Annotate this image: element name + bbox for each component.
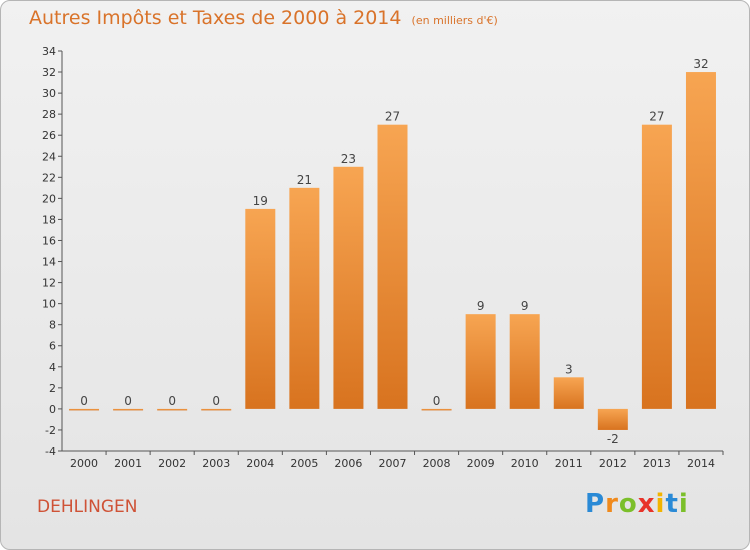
x-tick-label: 2008 xyxy=(423,457,451,470)
x-tick-label: 2006 xyxy=(334,457,362,470)
bar xyxy=(377,124,408,409)
logo-letter: o xyxy=(618,489,638,519)
logo-letter: P xyxy=(585,489,606,519)
x-tick-label: 2012 xyxy=(599,457,627,470)
bar xyxy=(641,124,672,409)
data-label: 0 xyxy=(168,394,176,408)
y-tick-label: 0 xyxy=(49,403,56,416)
chart-title-text: Autres Impôts et Taxes de 2000 à 2014 xyxy=(29,7,402,29)
logo-letter: r xyxy=(605,489,619,519)
data-label: 0 xyxy=(212,394,220,408)
x-tick-label: 2005 xyxy=(290,457,318,470)
data-label: 27 xyxy=(385,110,400,124)
data-label: -2 xyxy=(607,432,619,446)
x-tick-label: 2000 xyxy=(70,457,98,470)
bar xyxy=(201,408,232,411)
bar xyxy=(509,314,540,409)
logo-letter: t xyxy=(665,489,679,519)
y-tick-label: 20 xyxy=(42,192,56,205)
y-tick-label: 8 xyxy=(49,319,56,332)
logo-letter: x xyxy=(637,489,656,519)
y-tick-label: 22 xyxy=(42,171,56,184)
y-tick-label: 16 xyxy=(42,234,56,247)
y-tick-label: 28 xyxy=(42,108,56,121)
bar xyxy=(157,408,188,411)
logo-letter: i xyxy=(678,489,689,519)
data-label: 0 xyxy=(124,394,132,408)
bar xyxy=(113,408,144,411)
data-label: 9 xyxy=(521,299,529,313)
bar xyxy=(553,377,584,409)
bar xyxy=(685,72,716,409)
y-tick-label: 32 xyxy=(42,66,56,79)
y-tick-label: 30 xyxy=(42,87,56,100)
x-tick-label: 2013 xyxy=(643,457,671,470)
bar xyxy=(289,187,320,409)
data-label: 9 xyxy=(477,299,485,313)
x-tick-label: 2014 xyxy=(687,457,715,470)
y-tick-label: 10 xyxy=(42,298,56,311)
x-tick-label: 2007 xyxy=(379,457,407,470)
chart-title: Autres Impôts et Taxes de 2000 à 2014 (e… xyxy=(29,7,498,29)
x-tick-label: 2002 xyxy=(158,457,186,470)
data-label: 3 xyxy=(565,362,573,376)
bar xyxy=(465,314,496,409)
x-tick-label: 2004 xyxy=(246,457,274,470)
x-tick-label: 2009 xyxy=(467,457,495,470)
y-tick-label: 14 xyxy=(42,256,56,269)
bar xyxy=(421,408,452,411)
location-name: DEHLINGEN xyxy=(37,497,138,517)
y-tick-label: -2 xyxy=(45,424,56,437)
chart-subtitle: (en milliers d'€) xyxy=(411,14,498,27)
y-tick-label: 26 xyxy=(42,129,56,142)
bar xyxy=(333,166,364,409)
proxiti-logo: Proxiti xyxy=(585,489,689,519)
data-label: 0 xyxy=(433,394,441,408)
y-tick-label: 24 xyxy=(42,150,56,163)
logo-letter: i xyxy=(655,489,666,519)
y-tick-label: 2 xyxy=(49,382,56,395)
data-label: 19 xyxy=(253,194,268,208)
y-tick-label: 12 xyxy=(42,277,56,290)
y-tick-label: -4 xyxy=(45,445,56,458)
x-tick-label: 2003 xyxy=(202,457,230,470)
bar xyxy=(245,208,276,409)
x-tick-label: 2010 xyxy=(511,457,539,470)
y-tick-label: 18 xyxy=(42,213,56,226)
data-label: 21 xyxy=(297,173,312,187)
data-label: 0 xyxy=(80,394,88,408)
bar xyxy=(69,408,100,411)
data-label: 23 xyxy=(341,152,356,166)
data-label: 32 xyxy=(693,57,708,71)
x-tick-label: 2011 xyxy=(555,457,583,470)
bar xyxy=(597,408,628,430)
data-label: 27 xyxy=(649,110,664,124)
y-tick-label: 34 xyxy=(42,45,56,58)
y-tick-label: 4 xyxy=(49,361,56,374)
y-tick-label: 6 xyxy=(49,340,56,353)
x-tick-label: 2001 xyxy=(114,457,142,470)
